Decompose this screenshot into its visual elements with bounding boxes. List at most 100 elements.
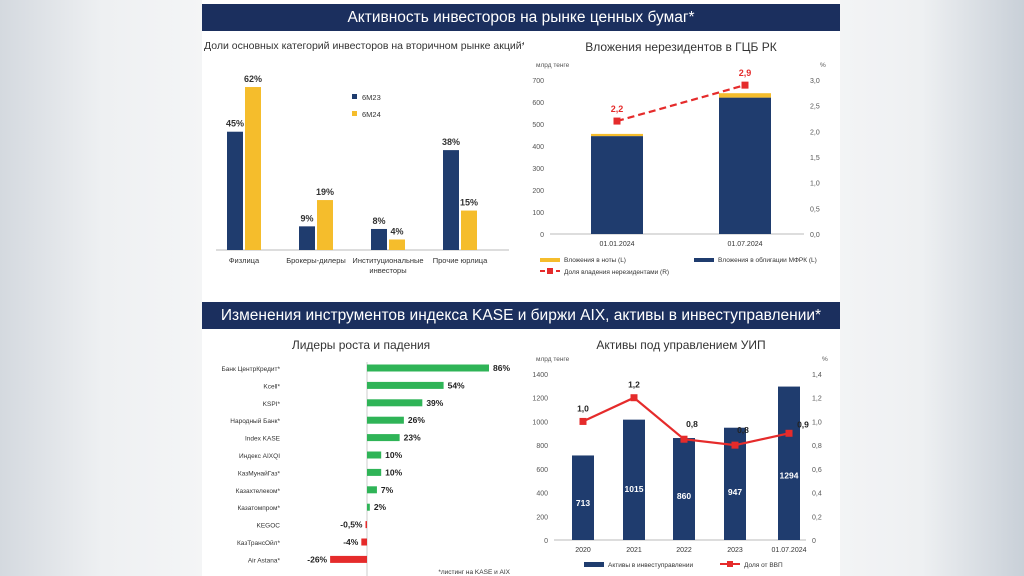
data-label: 39% <box>426 398 443 408</box>
data-label: -0,5% <box>340 520 363 530</box>
investor-shares-panel: Доли основных категорий инвесторов на вт… <box>204 36 530 284</box>
gdp-share-marker-1 <box>630 394 638 402</box>
right-tick-label: 3,0 <box>810 78 820 85</box>
right-tick-label: 0,5 <box>810 206 820 213</box>
bar-10 <box>361 538 367 546</box>
asset-bar-2 <box>673 438 695 540</box>
category-label: 2022 <box>676 547 692 554</box>
data-label: 8% <box>372 216 385 226</box>
left-tick-label: 600 <box>536 467 548 474</box>
left-tick-label: 1000 <box>532 419 548 426</box>
data-label: 23% <box>404 433 421 443</box>
bar-segment-1-1 <box>719 93 771 98</box>
data-label: 54% <box>448 380 465 390</box>
asset-bar-4 <box>778 386 800 540</box>
left-tick-label: 300 <box>532 166 544 173</box>
category-label: инвесторы <box>369 266 406 275</box>
asset-bar-3 <box>724 427 746 540</box>
category-label: Индекс AIXQI <box>239 453 280 460</box>
asset-bar-1 <box>623 419 645 540</box>
legend-share-label: Доля владения нерезидентами (R) <box>564 269 669 276</box>
category-label: Банк ЦентрКредит* <box>221 366 280 373</box>
share-label: 2,2 <box>611 104 624 114</box>
share-marker-1 <box>741 81 749 89</box>
data-label: 86% <box>493 363 510 373</box>
assets-chart: млрд тенге % 0 200 400 600 800 1000 1200 1400 0 0,2… <box>532 356 828 569</box>
left-tick-label: 1400 <box>532 372 548 379</box>
legend-notes-swatch <box>540 258 560 262</box>
right-tick-label: 1,4 <box>812 372 822 379</box>
right-tick-label: 0,6 <box>812 467 822 474</box>
bar-11 <box>330 555 367 563</box>
bar-5 <box>367 451 382 459</box>
bar-6М23-3 <box>443 150 459 250</box>
data-label: 62% <box>244 74 262 84</box>
category-label: Физлица <box>229 256 260 265</box>
left-tick-label: 400 <box>536 491 548 498</box>
category-label: KSPI* <box>263 401 281 408</box>
bar-6М24-1 <box>317 200 333 250</box>
asset-bar-label: 947 <box>728 487 742 497</box>
left-tick-label: 1200 <box>532 396 548 403</box>
left-tick-label: 800 <box>536 443 548 450</box>
gdp-share-marker-4 <box>785 429 793 437</box>
bar-6М24-0 <box>245 87 261 251</box>
data-label: 26% <box>408 415 425 425</box>
right-tick-label: 1,5 <box>810 155 820 162</box>
left-tick-label: 0 <box>544 538 548 545</box>
bar-4 <box>367 434 400 442</box>
right-axis-unit: % <box>820 62 826 69</box>
legend-label-1: 6М24 <box>362 110 381 119</box>
gdp-share-marker-0 <box>579 417 587 425</box>
category-label: 2020 <box>575 547 591 554</box>
bar-segment-1-0 <box>591 133 643 137</box>
data-label: 2% <box>374 502 387 512</box>
asset-bar-label: 860 <box>677 491 691 501</box>
legend-assets-swatch <box>584 562 604 567</box>
left-tick-label: 0 <box>540 232 544 239</box>
legend-swatch-0 <box>352 94 357 99</box>
legend-bonds-swatch <box>694 258 714 262</box>
left-tick-label: 200 <box>536 514 548 521</box>
legend-gdp-label: Доля от ВВП <box>744 562 783 569</box>
data-label: 4% <box>390 226 403 236</box>
legend-swatch-1 <box>352 111 357 116</box>
bar-8 <box>367 503 370 511</box>
left-tick-label: 400 <box>532 144 544 151</box>
category-label: 01.01.2024 <box>599 241 634 248</box>
assets-title: Активы под управлением УИП <box>596 338 766 352</box>
bar-6М23-2 <box>371 228 387 250</box>
bar-6М24-2 <box>389 239 405 250</box>
category-label: Народный Банк* <box>230 417 280 425</box>
bar-3 <box>367 416 404 424</box>
share-marker-0 <box>613 117 621 125</box>
legend-gdp-marker <box>727 561 733 567</box>
category-label: Прочие юрлица <box>433 256 488 265</box>
category-label: Брокеры-дилеры <box>286 256 346 265</box>
category-label: KEGOC <box>257 523 281 530</box>
bar-9 <box>365 521 367 529</box>
category-label: Казатомпром* <box>237 505 280 512</box>
data-label: -26% <box>307 554 327 564</box>
investor-shares-chart: 45% 9% 8% 38% 6М23 62% 19% 4% 15% 6М24 Физлица Брок… <box>216 74 509 275</box>
right-tick-label: 0 <box>812 538 816 545</box>
data-label: 10% <box>385 467 402 477</box>
gdp-share-marker-3 <box>731 441 739 449</box>
left-tick-label: 100 <box>532 210 544 217</box>
bar-0 <box>367 364 489 372</box>
bar-6М23-0 <box>227 131 243 250</box>
slide: Активность инвесторов на рынке ценных бу… <box>202 0 840 576</box>
left-axis-unit: млрд тенге <box>536 62 570 69</box>
bar-6М23-1 <box>299 226 315 250</box>
bar-7 <box>367 486 377 494</box>
category-label: КазМунайГаз* <box>238 469 281 477</box>
right-tick-label: 2,5 <box>810 104 820 111</box>
gdp-share-marker-2 <box>680 435 688 443</box>
share-label: 2,9 <box>739 68 752 78</box>
right-tick-label: 0,0 <box>810 232 820 239</box>
section-banner-top: Активность инвесторов на рынке ценных бу… <box>202 4 840 31</box>
bar-6М24-3 <box>461 210 477 250</box>
legend-notes-label: Вложения в ноты (L) <box>564 257 626 264</box>
left-axis-unit: млрд тенге <box>536 356 570 363</box>
gdp-share-label: 0,8 <box>737 425 749 435</box>
